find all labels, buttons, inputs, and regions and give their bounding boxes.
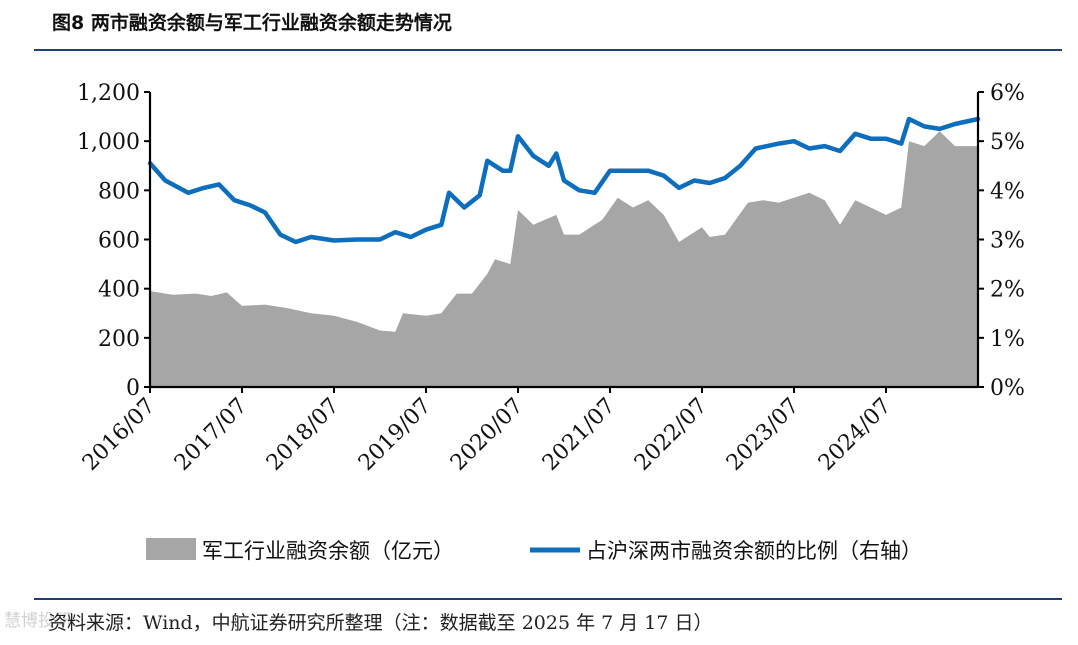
y-right-tick-label: 0% [990, 376, 1025, 401]
y-left-tick-label: 600 [98, 229, 140, 254]
x-tick-label: 2020/07 [446, 394, 528, 476]
legend: 军工行业融资余额（亿元） 占沪深两市融资余额的比例（右轴） [146, 538, 922, 563]
legend-label: 军工行业融资余额（亿元） [202, 539, 454, 563]
x-tick-label: 2023/07 [722, 394, 804, 476]
x-tick-label: 2022/07 [630, 394, 712, 476]
top-rule [34, 49, 1062, 51]
legend-label: 占沪深两市融资余额的比例（右轴） [586, 539, 922, 563]
y-left-tick-label: 0 [126, 376, 140, 401]
y-right-tick-label: 5% [990, 130, 1025, 155]
y-left-tick-label: 200 [98, 327, 140, 352]
x-tick-label: 2016/07 [78, 394, 160, 476]
area-series-jungong [150, 131, 978, 387]
y-left-tick-label: 400 [98, 278, 140, 303]
x-tick-label: 2019/07 [354, 394, 436, 476]
line-series-layer [147, 116, 981, 245]
legend-swatch-area [146, 538, 196, 560]
y-left-tick-label: 1,200 [77, 81, 140, 106]
y-right-tick-label: 3% [990, 229, 1025, 254]
bottom-rule [34, 598, 1062, 600]
x-tick-label: 2017/07 [170, 394, 252, 476]
y-right-tick-label: 6% [990, 81, 1025, 106]
y-right-tick-label: 4% [990, 179, 1025, 204]
y-left-tick-label: 1,000 [77, 130, 140, 155]
y-right-tick-label: 2% [990, 278, 1025, 303]
source-note: 资料来源：Wind，中航证券研究所整理（注：数据截至 2025 年 7 月 17… [48, 612, 713, 634]
y-right-tick-label: 1% [990, 327, 1025, 352]
line-series-ratio [147, 116, 981, 245]
x-tick-label: 2021/07 [538, 394, 620, 476]
watermark: 慧博投研 [4, 611, 72, 631]
area-series-layer [150, 131, 978, 387]
y-left-tick-label: 800 [98, 179, 140, 204]
chart-title: 图8 两市融资余额与军工行业融资余额走势情况 [52, 12, 452, 34]
x-tick-label: 2018/07 [262, 394, 344, 476]
chart: 0 200 400 600 800 1,000 1,200 0% 1% 2% 3% 4% 5% 6% 201… [77, 81, 1025, 563]
x-tick-label: 2024/07 [814, 394, 896, 476]
